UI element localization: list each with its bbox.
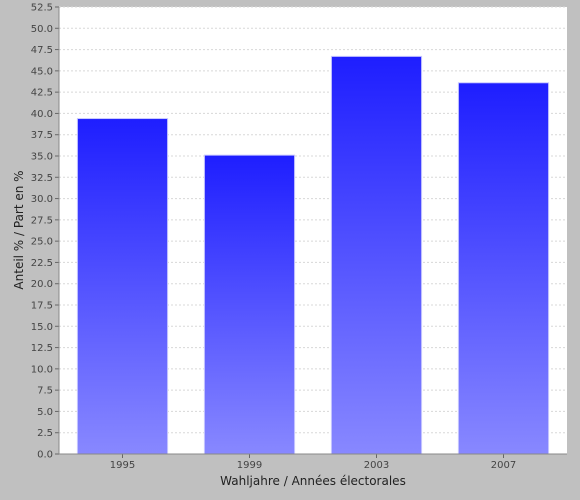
y-tick-label: 42.5 (31, 88, 53, 99)
y-tick-label: 15.0 (31, 322, 53, 333)
bar-2003 (330, 55, 423, 455)
y-tick-label: 25.0 (31, 237, 53, 248)
y-tick-label: 22.5 (31, 258, 53, 269)
y-axis-title: Anteil % / Part en % (12, 170, 26, 289)
y-tick-label: 5.0 (37, 407, 53, 418)
y-tick-label: 32.5 (31, 173, 53, 184)
bars (76, 55, 550, 455)
y-tick-label: 52.5 (31, 3, 53, 14)
x-tick-labels: 1995 1999 2003 2007 (110, 460, 516, 471)
y-tick-label: 20.0 (31, 279, 53, 290)
y-tick-label: 17.5 (31, 301, 53, 312)
y-tick-label: 10.0 (31, 364, 53, 375)
y-tick-label: 50.0 (31, 24, 53, 35)
bar-1995 (76, 118, 169, 455)
y-tick-label: 7.5 (37, 386, 53, 397)
y-tick-labels: 0.0 2.5 5.0 7.5 10.0 12.5 15.0 17.5 20.0 22.5 25.0… (31, 3, 53, 461)
x-tick-label: 1995 (110, 460, 135, 471)
x-axis-title: Wahljahre / Années électorales (220, 474, 406, 488)
x-tick-label: 2003 (364, 460, 389, 471)
y-tick-label: 2.5 (37, 428, 53, 439)
y-tick-label: 27.5 (31, 215, 53, 226)
y-tick-label: 37.5 (31, 130, 53, 141)
y-tick-label: 40.0 (31, 109, 53, 120)
x-tick-label: 2007 (491, 460, 516, 471)
bar-2007 (457, 82, 550, 455)
axes (55, 6, 567, 458)
y-tick-label: 0.0 (37, 450, 53, 461)
y-tick-label: 45.0 (31, 66, 53, 77)
y-tick-label: 12.5 (31, 343, 53, 354)
bar-1999 (203, 154, 296, 455)
y-tick-label: 47.5 (31, 45, 53, 56)
y-tick-label: 35.0 (31, 152, 53, 163)
x-tick-label: 1999 (237, 460, 262, 471)
y-tick-label: 30.0 (31, 194, 53, 205)
